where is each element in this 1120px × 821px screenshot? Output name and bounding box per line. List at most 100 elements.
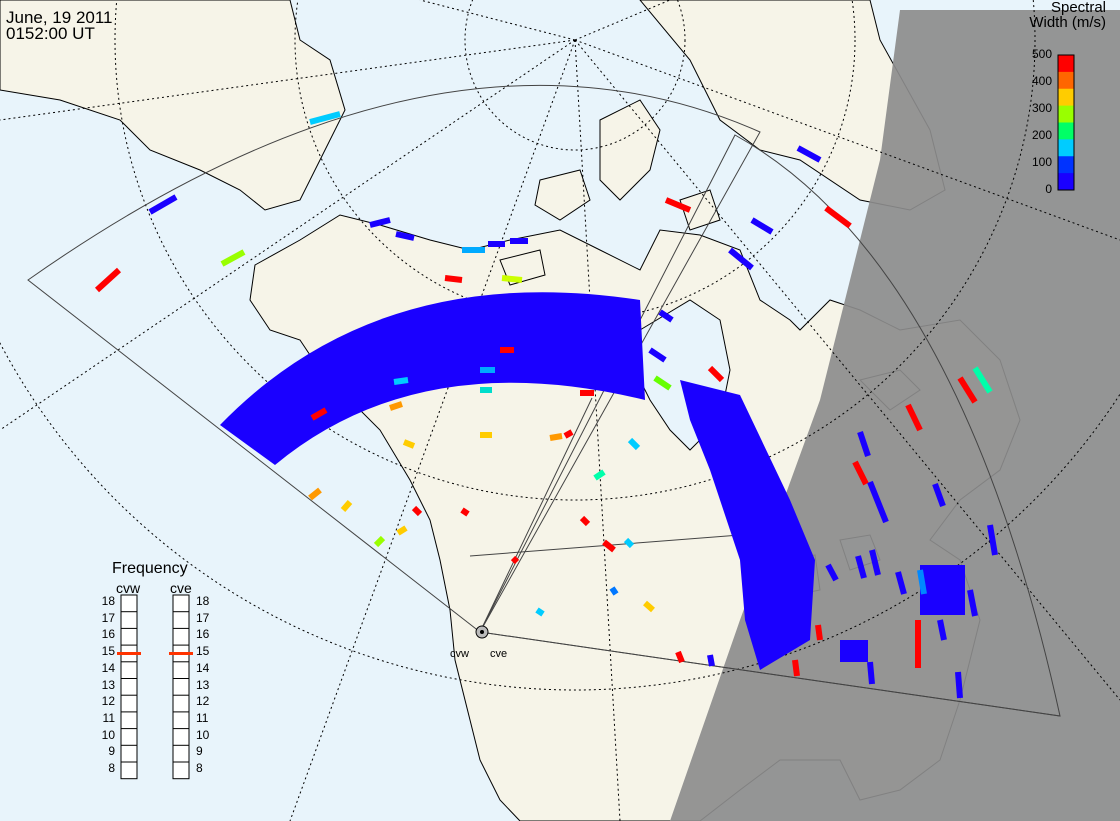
colorbar-segment (1058, 55, 1074, 73)
colorbar-tick-label: 0 (1045, 182, 1052, 196)
echo (309, 111, 341, 125)
echo (967, 589, 978, 617)
echo (593, 469, 606, 481)
frequency-tick-label: 8 (108, 761, 115, 775)
echo (411, 505, 423, 517)
frequency-tick-label: 17 (196, 610, 210, 625)
echo (932, 482, 946, 508)
echo (563, 429, 574, 439)
frequency-panels (117, 594, 193, 780)
time-label: 0152:00 UT (6, 24, 95, 43)
colorbar (1057, 54, 1075, 191)
echo (653, 375, 672, 391)
radar-site-marker (475, 625, 489, 639)
echo (369, 217, 391, 228)
colorbar-border (1057, 54, 1075, 191)
radar-fov (27, 84, 1061, 717)
echo (855, 555, 867, 579)
frequency-scale (120, 594, 138, 780)
echo (937, 619, 947, 641)
echo (535, 607, 545, 617)
colorbar-tick-label: 200 (1031, 128, 1052, 142)
echo (148, 194, 178, 215)
echo (815, 624, 823, 641)
echo (905, 403, 923, 432)
echo (675, 650, 685, 664)
echo (609, 586, 619, 596)
echo (987, 524, 998, 556)
echo (707, 365, 725, 383)
echo (310, 407, 328, 421)
frequency-tick-label: 13 (101, 677, 115, 692)
echo (825, 563, 839, 582)
echo (664, 197, 692, 213)
colorbar-tick-label: 100 (1031, 155, 1052, 169)
echo (869, 549, 881, 576)
frequency-tick-label: 16 (101, 627, 115, 642)
site-label-cve: cve (490, 648, 508, 660)
echo (857, 431, 871, 457)
echo (396, 525, 408, 536)
echo (648, 347, 667, 363)
echo (623, 537, 635, 549)
colorbar-tick-label: 400 (1031, 74, 1052, 88)
frequency-tick-label: 17 (101, 610, 115, 625)
colorbar-title: Spectral Width (m/s) (1029, 0, 1106, 30)
colorbar-title-line2: Width (m/s) (1029, 14, 1106, 31)
echo (395, 231, 415, 241)
frequency-tick-label: 11 (102, 710, 115, 725)
colorbar-segment (1058, 156, 1074, 174)
frequency-tick-label: 9 (196, 744, 203, 759)
frequency-scale (172, 594, 190, 780)
echo (549, 433, 563, 441)
echo (501, 275, 523, 283)
scatter-band-cvw (220, 292, 645, 465)
colorbar-segment (1058, 88, 1074, 107)
colorbar-segment (1058, 122, 1074, 140)
colorbar-segment (1058, 139, 1074, 157)
echo (643, 600, 655, 613)
echo (510, 555, 520, 565)
frequency-tick-label: 13 (196, 677, 210, 692)
echo (750, 217, 774, 235)
echo (94, 267, 122, 293)
echo (627, 437, 641, 451)
frequency-tick-label: 18 (196, 594, 210, 608)
frequency-tick-label: 12 (196, 694, 210, 709)
frequency-tick-label: 10 (196, 727, 210, 742)
colorbar-tick-label: 300 (1031, 101, 1052, 115)
echo (220, 249, 246, 267)
colorbar-segment (1058, 105, 1074, 123)
echo (308, 487, 322, 501)
scatter-band-cve (680, 380, 815, 670)
echo (340, 500, 353, 512)
echo (602, 539, 616, 553)
echo (972, 366, 993, 394)
radar-name-cve: cve (170, 580, 192, 596)
frequency-tick-label: 15 (101, 644, 115, 659)
echo (824, 205, 852, 229)
frequency-tick-label: 8 (196, 761, 203, 775)
frequency-tick-label: 10 (101, 727, 115, 742)
frequency-tick-label: 14 (196, 660, 210, 675)
echo (792, 659, 800, 677)
scatter-patch (920, 565, 965, 615)
echo (658, 309, 674, 323)
echo (579, 515, 591, 527)
frequency-title: Frequency (112, 560, 188, 577)
echo (389, 401, 403, 411)
frequency-tick-label: 16 (196, 627, 210, 642)
echo (917, 569, 927, 595)
echo (460, 507, 470, 517)
frequency-tick-label: 9 (108, 744, 115, 759)
colorbar-segment (1058, 173, 1074, 191)
echo (393, 377, 409, 385)
frequency-tick-label: 11 (196, 710, 209, 725)
radar-name-cvw: cvw (116, 580, 141, 596)
echo (707, 654, 715, 667)
echo (373, 535, 386, 548)
frequency-tick-label: 14 (101, 660, 115, 675)
